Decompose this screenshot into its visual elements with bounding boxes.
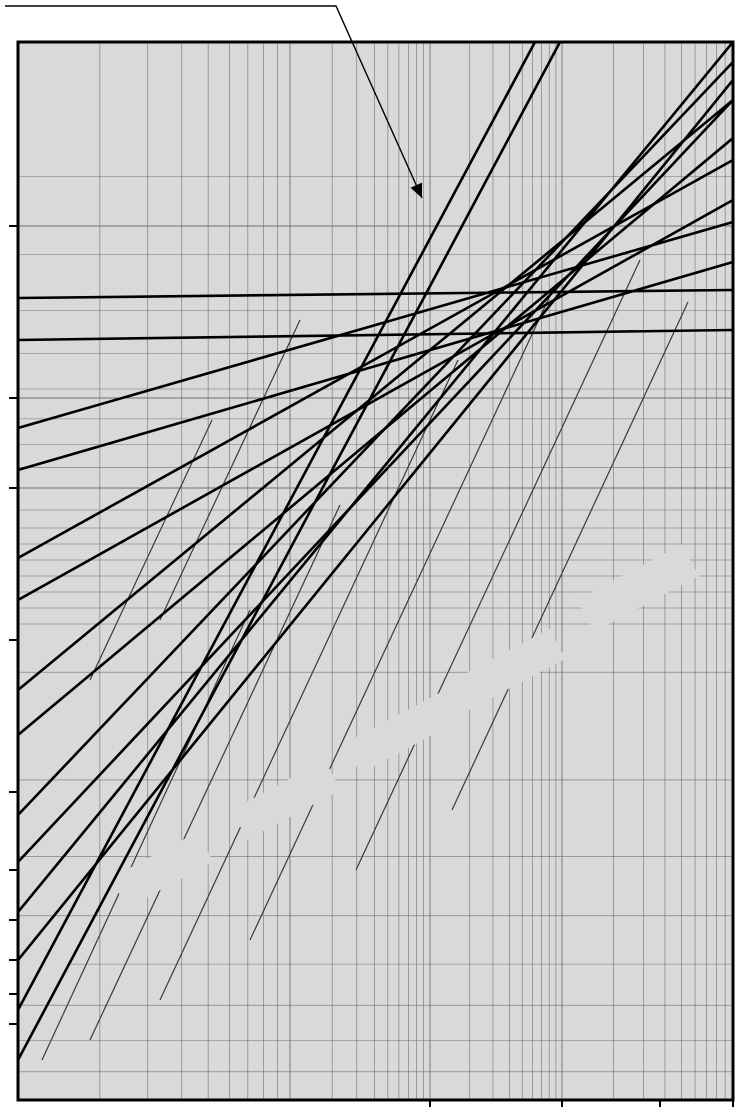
plot-background [18,42,733,1100]
nomograph-chart [0,0,737,1107]
